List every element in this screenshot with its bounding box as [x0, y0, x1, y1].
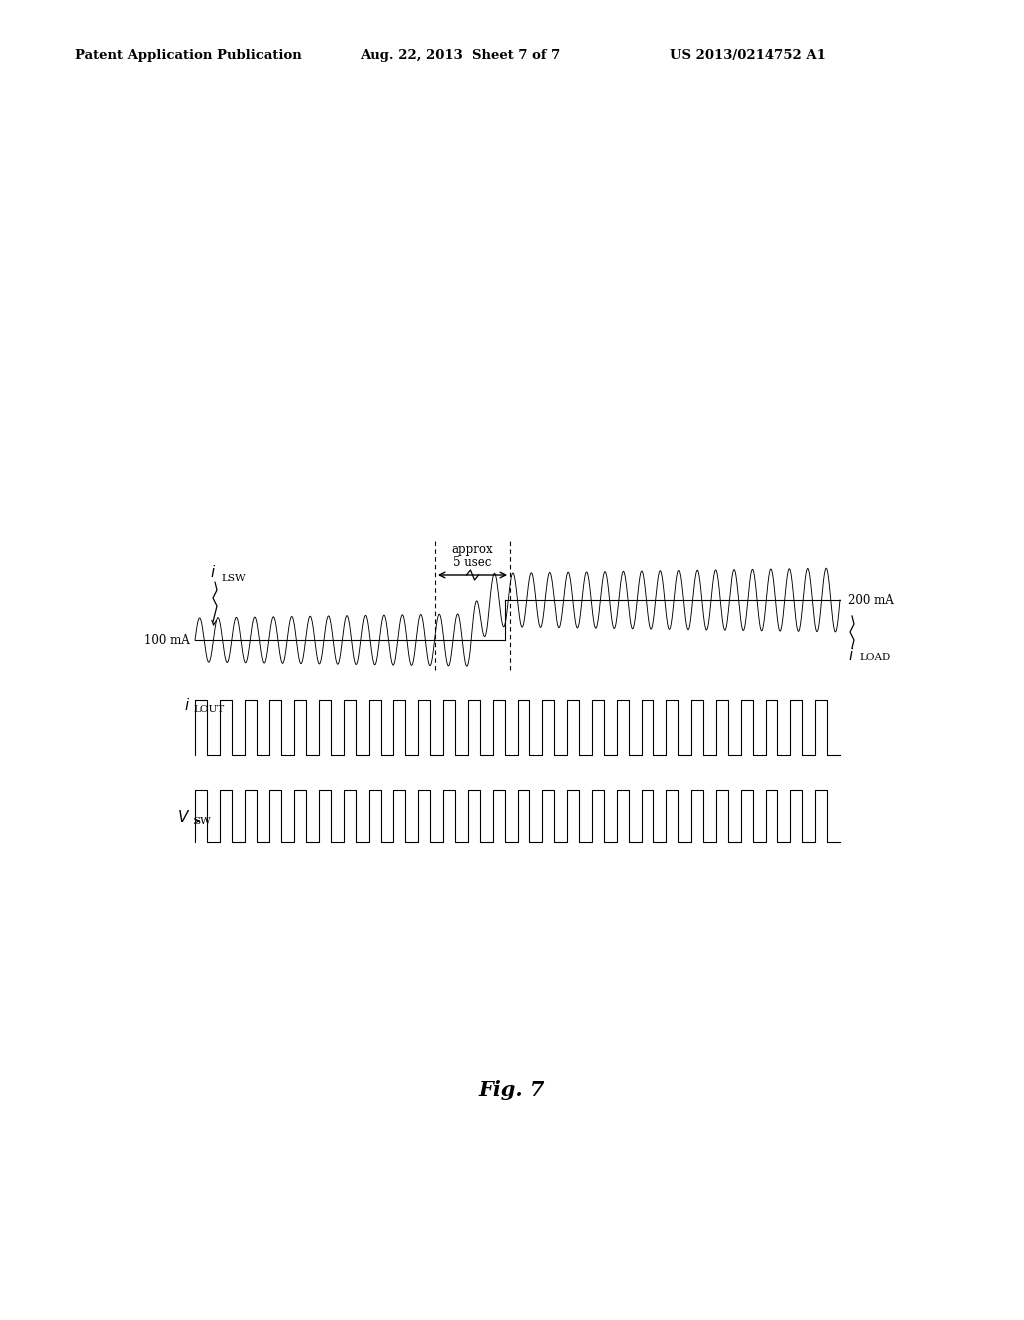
Text: Aug. 22, 2013  Sheet 7 of 7: Aug. 22, 2013 Sheet 7 of 7: [360, 49, 560, 62]
Text: 5 usec: 5 usec: [453, 557, 492, 569]
Text: LSW: LSW: [221, 574, 246, 583]
Text: $V$: $V$: [177, 809, 190, 825]
Text: 100 mA: 100 mA: [144, 634, 190, 647]
Text: 200 mA: 200 mA: [848, 594, 894, 606]
Text: US 2013/0214752 A1: US 2013/0214752 A1: [670, 49, 826, 62]
Text: approx: approx: [452, 544, 493, 557]
Text: $i$: $i$: [848, 647, 854, 663]
Text: LOAD: LOAD: [859, 653, 890, 663]
Text: $i$: $i$: [210, 564, 216, 579]
Text: $i$: $i$: [184, 697, 190, 713]
Text: Fig. 7: Fig. 7: [479, 1080, 545, 1100]
Text: SW: SW: [193, 817, 211, 825]
Text: Patent Application Publication: Patent Application Publication: [75, 49, 302, 62]
Text: LOUT: LOUT: [193, 705, 224, 714]
